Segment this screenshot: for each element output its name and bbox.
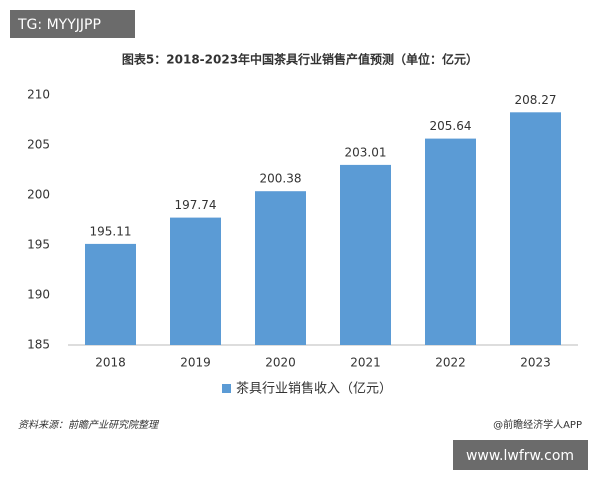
x-tick-label: 2021: [350, 356, 381, 370]
value-label: 197.74: [175, 198, 217, 212]
source: 资料来源：前瞻产业研究院整理: [18, 419, 160, 431]
y-tick-label: 205: [27, 138, 50, 152]
site-box: [453, 440, 588, 470]
x-tick-label: 2019: [180, 356, 211, 370]
x-tick-label: 2022: [435, 356, 466, 370]
y-tick-label: 200: [27, 188, 50, 202]
bar: [170, 217, 221, 345]
y-tick-label: 185: [27, 338, 50, 352]
bar: [255, 191, 306, 345]
bar: [85, 243, 136, 345]
x-tick-label: 2018: [95, 356, 126, 370]
value-label: 203.01: [345, 145, 387, 159]
y-tick-label: 190: [27, 288, 50, 302]
value-label: 200.38: [260, 172, 302, 186]
y-tick-label: 210: [27, 88, 50, 102]
value-label: 195.11: [90, 224, 132, 238]
tag-box: [10, 10, 135, 38]
value-label: 205.64: [430, 119, 472, 133]
chart-title: 图表5：2018-2023年中国茶具行业销售产值预测（单位：亿元）: [122, 52, 478, 67]
x-tick-label: 2020: [265, 356, 296, 370]
bar: [425, 138, 476, 345]
tag: TG: MYYJJPP: [17, 17, 101, 33]
site: www.lwfrw.com: [466, 448, 574, 464]
x-tick-label: 2023: [520, 356, 551, 370]
value-label: 208.27: [515, 93, 557, 107]
bar: [510, 112, 561, 345]
y-tick-label: 195: [27, 238, 50, 252]
legend-label: 茶具行业销售收入（亿元）: [236, 381, 392, 397]
credit: @前瞻经济学人APP: [493, 418, 582, 431]
bar: [340, 164, 391, 345]
legend-swatch: [222, 384, 231, 393]
